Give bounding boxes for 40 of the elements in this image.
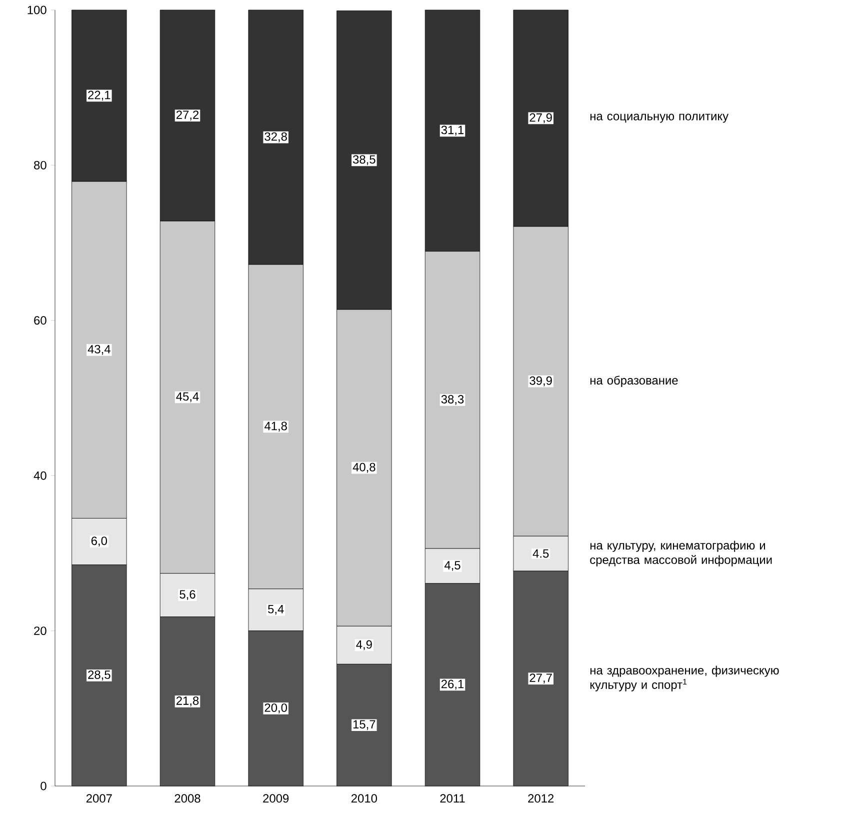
data-label: 27,2: [176, 110, 199, 120]
series-label: на образование: [590, 376, 678, 387]
data-label: 28,5: [88, 670, 110, 680]
x-tick-label: 2007: [86, 794, 112, 803]
data-label: 4.5: [532, 549, 549, 558]
data-label: 39,9: [530, 376, 552, 386]
data-label: 26,1: [441, 680, 464, 690]
x-tick-label: 2012: [528, 794, 554, 803]
y-tick-label: 20: [34, 626, 46, 636]
data-label: 15,7: [353, 720, 376, 730]
data-label: 4,9: [356, 640, 372, 650]
data-label: 32,8: [264, 132, 287, 142]
x-tick-label: 2008: [174, 794, 200, 803]
data-label: 6,0: [91, 536, 108, 546]
series-label: на культуру, кинематографию и средства массовой информации: [590, 540, 772, 566]
y-tick-label: 100: [28, 6, 46, 14]
series-label: на здравоохранение, физическую культуру и спорт$^{1}$: [590, 666, 779, 692]
y-tick-label: 0: [40, 782, 46, 790]
x-tick-label: 2009: [263, 794, 289, 803]
x-tick-label: 2010: [351, 794, 377, 803]
data-label: 27,9: [530, 113, 552, 124]
series-label: на социальную политику: [590, 114, 729, 123]
data-label: 38,5: [352, 155, 376, 166]
data-label: 41,8: [264, 422, 287, 432]
x-tick-label: 2011: [440, 794, 465, 803]
data-label: 5,4: [268, 604, 284, 615]
y-tick-label: 40: [34, 471, 46, 480]
data-label: 5,6: [180, 590, 196, 600]
data-label: 4,5: [444, 561, 460, 571]
data-label: 22,1: [88, 90, 110, 101]
data-label: 43,4: [88, 344, 110, 355]
data-label: 40,8: [352, 462, 376, 473]
data-label: 20,0: [264, 703, 288, 714]
y-tick-label: 80: [34, 160, 46, 170]
data-label: 21,8: [176, 696, 199, 706]
data-label: 31,1: [441, 126, 464, 136]
data-label: 27,7: [530, 674, 552, 684]
data-label: 45,4: [176, 392, 199, 402]
data-label: 38,3: [441, 395, 464, 405]
y-tick-label: 60: [34, 316, 46, 325]
